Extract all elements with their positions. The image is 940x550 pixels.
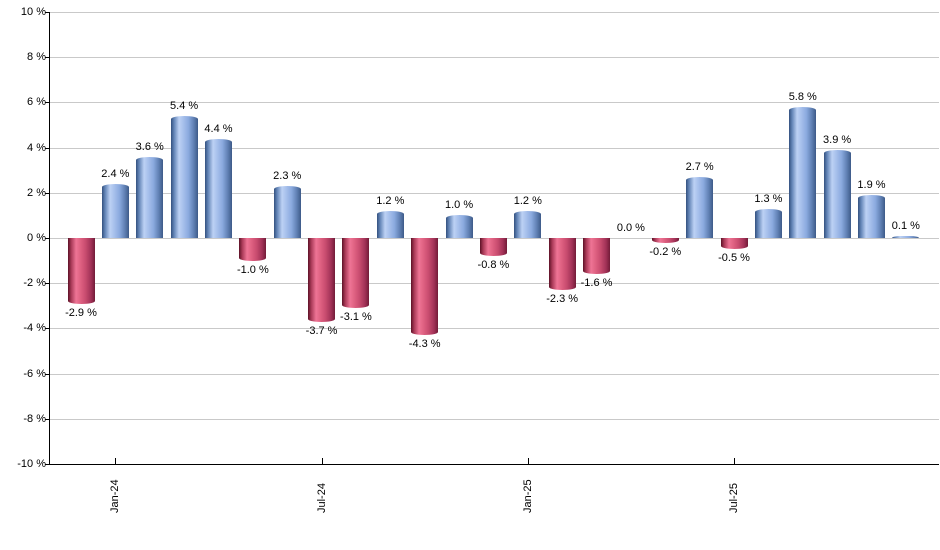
- bar-value-label: 1.0 %: [444, 199, 474, 212]
- bar-positive: [376, 210, 404, 238]
- grid-line: [50, 418, 939, 420]
- y-axis-tick: [45, 328, 50, 330]
- bar-value-label: -0.2 %: [649, 245, 682, 258]
- y-axis-tick: [45, 12, 50, 13]
- y-axis-tick-label: -10 %: [17, 458, 46, 470]
- y-axis-tick-label: -4 %: [23, 322, 46, 335]
- bar-value-label: 5.4 %: [170, 99, 199, 112]
- bar-negative: [67, 238, 95, 304]
- y-axis-tick: [45, 147, 50, 149]
- grid-line: [50, 283, 939, 285]
- y-axis-tick-label: 8 %: [27, 51, 46, 64]
- bar-value-label: -1.6 %: [580, 277, 613, 290]
- bar-value-label: 0.0 %: [616, 222, 645, 234]
- bar-value-label: -3.1 %: [340, 311, 372, 324]
- bar-value-label: 1.9 %: [857, 179, 886, 192]
- y-axis-tick: [45, 57, 50, 59]
- y-axis-tick-label: -8 %: [23, 412, 46, 425]
- bar-value-label: 2.4 %: [101, 167, 130, 180]
- bar-positive: [686, 176, 714, 238]
- bar-positive: [170, 115, 198, 238]
- bar-negative: [720, 238, 748, 250]
- y-axis-tick-label: 10 %: [20, 6, 46, 18]
- y-axis-tick: [45, 418, 50, 420]
- y-axis-tick-label: 2 %: [27, 186, 46, 199]
- bar-negative: [651, 238, 679, 243]
- bar-positive: [101, 183, 129, 238]
- bar-value-label: 1.3 %: [754, 192, 783, 205]
- bar-value-label: -4.3 %: [408, 338, 441, 351]
- bar-value-label: 0.1 %: [891, 219, 920, 232]
- bar-value-label: 2.3 %: [273, 170, 302, 183]
- bar-negative: [308, 238, 336, 322]
- x-axis-tick-label: Jul-25: [728, 483, 741, 513]
- bar-positive: [273, 186, 301, 238]
- bar-negative: [342, 238, 370, 309]
- grid-line: [50, 328, 939, 330]
- y-axis-line: [49, 12, 50, 465]
- y-axis-tick-label: 6 %: [27, 96, 46, 109]
- y-axis-tick: [45, 373, 50, 375]
- bar-value-label: -0.5 %: [718, 252, 750, 265]
- bar-negative: [479, 238, 507, 257]
- x-axis-tick: [321, 458, 323, 465]
- bar-positive: [136, 156, 164, 238]
- bar-positive: [204, 138, 232, 238]
- bar-positive: [754, 208, 782, 238]
- bar-value-label: -3.7 %: [305, 324, 338, 337]
- y-axis-tick-label: -6 %: [23, 367, 46, 380]
- bar-value-label: 1.2 %: [513, 194, 542, 207]
- bar-value-label: -1.0 %: [236, 263, 269, 276]
- x-axis-tick-label: Jan-25: [521, 479, 534, 513]
- bar-positive: [789, 106, 817, 238]
- bar-value-label: -2.3 %: [546, 292, 579, 305]
- y-axis-tick: [45, 192, 50, 194]
- x-axis-line: [49, 464, 939, 465]
- bar-positive: [445, 215, 473, 238]
- bar-negative: [548, 238, 576, 290]
- grid-line: [50, 57, 939, 59]
- bar-positive: [858, 195, 885, 238]
- grid-line: [50, 192, 939, 194]
- bar-value-label: 3.9 %: [823, 133, 852, 146]
- y-axis-tick: [45, 102, 50, 104]
- grid-line: [50, 147, 939, 149]
- y-axis-tick: [45, 283, 50, 285]
- bar-value-label: -2.9 %: [65, 306, 97, 319]
- bar-negative: [583, 238, 611, 275]
- bar-value-label: 3.6 %: [135, 140, 164, 153]
- grid-line: [50, 12, 939, 13]
- bar-value-label: 5.8 %: [788, 90, 817, 103]
- y-axis-tick: [45, 238, 50, 239]
- bar-negative: [411, 238, 439, 336]
- bar-positive: [823, 149, 851, 238]
- bar-positive: [892, 235, 920, 238]
- x-axis-tick: [734, 458, 736, 465]
- bar-negative: [239, 238, 267, 261]
- x-axis-tick-label: Jan-24: [109, 479, 122, 513]
- bar-positive: [514, 210, 542, 238]
- y-axis-tick-label: 4 %: [27, 141, 46, 154]
- x-axis-tick-label: Jul-24: [315, 483, 328, 513]
- bar-value-label: 4.4 %: [204, 122, 233, 135]
- grid-line: [50, 102, 939, 104]
- bar-value-label: -0.8 %: [477, 259, 510, 272]
- bar-value-label: 2.7 %: [685, 160, 714, 173]
- y-axis-tick-label: 0 %: [27, 232, 46, 244]
- grid-line: [50, 373, 939, 375]
- y-axis-tick: [45, 464, 50, 465]
- x-axis-tick: [527, 458, 529, 465]
- x-axis-tick: [115, 458, 117, 465]
- y-axis-tick-label: -2 %: [23, 277, 46, 290]
- bar-value-label: 1.2 %: [376, 194, 405, 207]
